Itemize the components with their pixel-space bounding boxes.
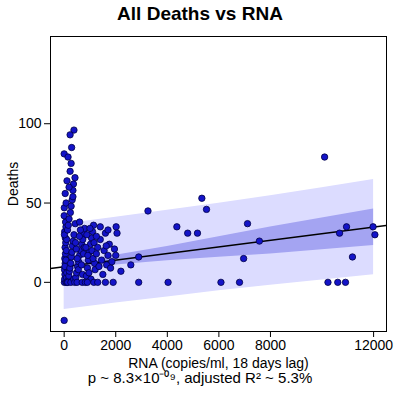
svg-text:6000: 6000 <box>203 337 234 353</box>
html-text:p ~ 8.3×10⁻⁰⁹, adjusted R² ~ 5: p ~ 8.3×10⁻⁰⁹, adjusted R² ~ 5.3% <box>87 369 313 386</box>
svg-text:Deaths: Deaths <box>5 162 21 206</box>
svg-text:2000: 2000 <box>100 337 131 353</box>
svg-text:12000: 12000 <box>354 337 393 353</box>
svg-text:50: 50 <box>26 195 42 211</box>
svg-text:4000: 4000 <box>152 337 183 353</box>
svg-text:8000: 8000 <box>255 337 286 353</box>
html-text:All Deaths vs RNA: All Deaths vs RNA <box>117 3 283 24</box>
svg-text:RNA (copies/ml, 18 days lag): RNA (copies/ml, 18 days lag) <box>128 355 309 371</box>
svg-text:0: 0 <box>60 337 68 353</box>
svg-text:100: 100 <box>18 115 42 131</box>
svg-text:0: 0 <box>34 274 42 290</box>
